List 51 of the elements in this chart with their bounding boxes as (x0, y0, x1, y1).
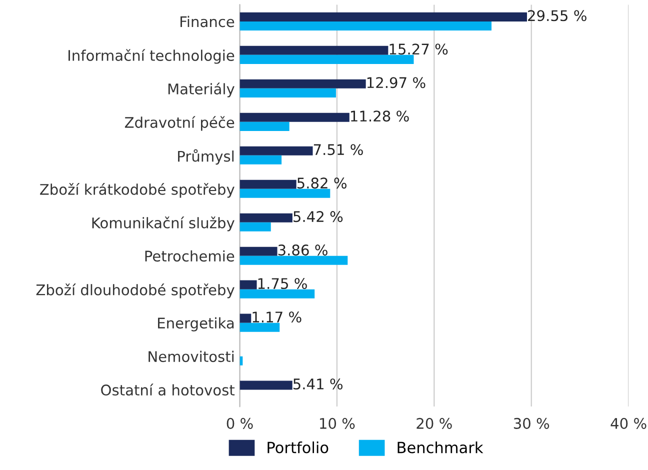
y-tick-label: Zdravotní péče (124, 116, 234, 131)
bar (240, 256, 348, 265)
x-tick-label: 0 % (226, 418, 253, 429)
y-tick-label: Průmysl (178, 149, 234, 165)
y-tick-label: Energetika (158, 317, 234, 332)
y-tick-label: Petrochemie (145, 250, 234, 262)
bar (240, 188, 330, 198)
data-label: 5.41 % (293, 378, 343, 390)
bar (240, 280, 257, 290)
y-tick-label: Informační technologie (68, 49, 234, 64)
data-label: 12.97 % (367, 77, 426, 88)
bar (240, 213, 292, 222)
bar (240, 54, 414, 64)
bar (240, 21, 492, 30)
data-label: 1.17 % (252, 312, 302, 323)
y-tick-label: Komunikační služby (92, 216, 234, 232)
bar (240, 12, 527, 22)
bar (240, 289, 315, 298)
bar (240, 222, 271, 232)
legend-label: Benchmark (398, 441, 484, 454)
data-label: 5.82 % (297, 178, 346, 189)
legend-label: Portfolio (268, 441, 328, 454)
data-label: 15.27 % (390, 44, 448, 55)
data-label: 7.51 % (314, 144, 363, 156)
bar (240, 314, 252, 323)
bar (240, 88, 336, 98)
bar (240, 122, 290, 131)
y-tick-label: Nemovitosti (148, 350, 234, 362)
y-tick-label: Zboží dlouhodobé spotřeby (36, 284, 234, 298)
x-tick-label: 20 % (416, 418, 452, 429)
x-tick-label: 40 % (610, 418, 646, 429)
bar (240, 322, 280, 332)
data-label: 11.28 % (351, 110, 409, 122)
data-label: 3.86 % (278, 244, 328, 256)
bar (240, 246, 278, 256)
data-label: 5.42 % (294, 211, 343, 222)
y-tick-label: Zboží krátkodobé spotřeby (40, 183, 234, 198)
y-tick-label: Finance (180, 16, 234, 28)
x-tick-label: 30 % (514, 418, 550, 429)
x-tick-label: 10 % (320, 418, 355, 429)
bar (240, 112, 350, 122)
bar (240, 46, 388, 55)
data-label: 29.55 % (528, 10, 586, 22)
bar (240, 380, 292, 390)
y-tick-label: Materiály (168, 82, 234, 98)
bar (240, 79, 366, 88)
y-tick-label: Ostatní a hotovost (101, 384, 235, 396)
bar (240, 146, 313, 156)
bar (240, 180, 296, 189)
data-label: 1.75 % (258, 278, 307, 290)
bar (240, 155, 282, 164)
